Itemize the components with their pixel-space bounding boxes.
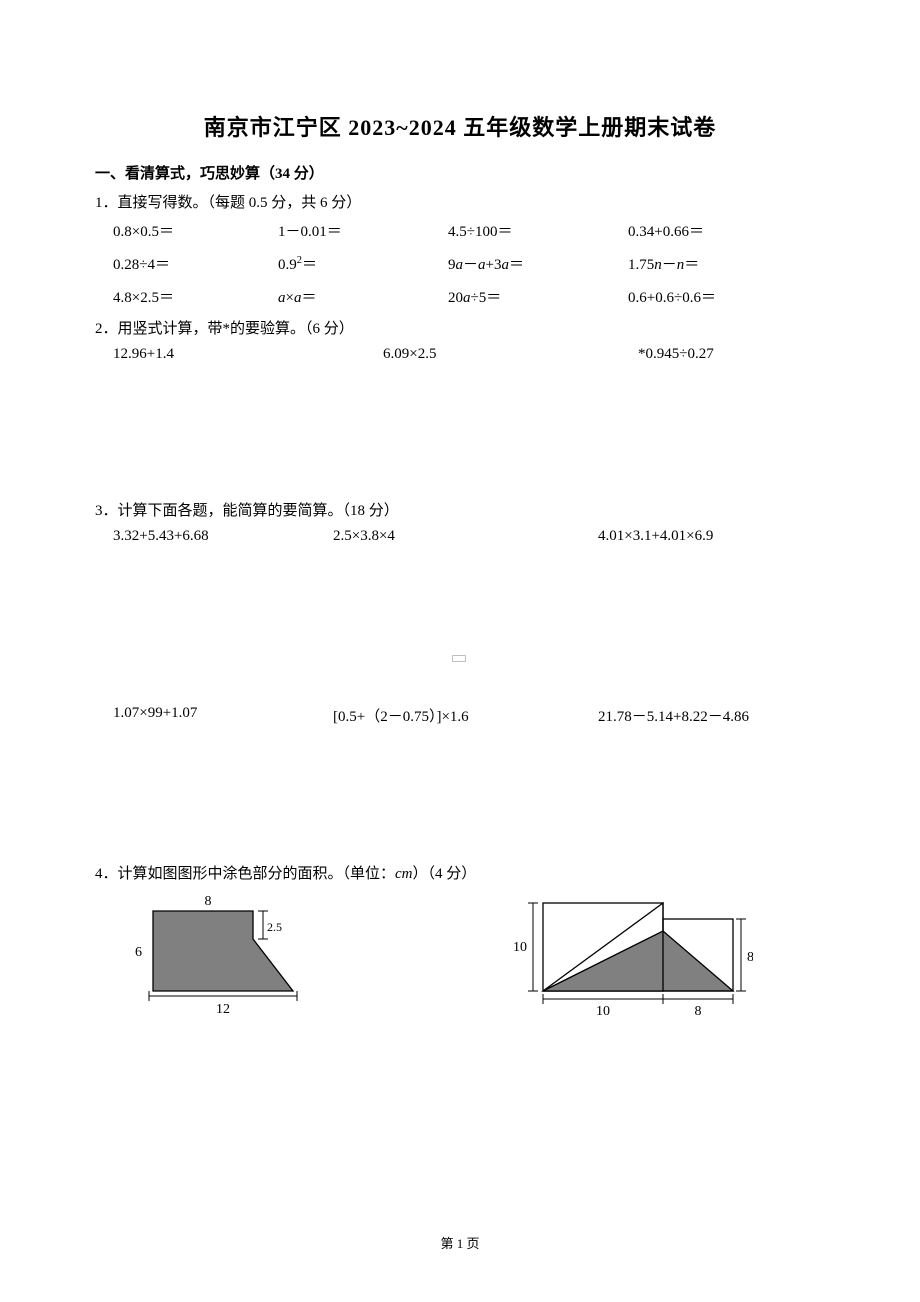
figure-1: 8 2.5 6 12 xyxy=(113,891,313,1021)
q3-header: 3．计算下面各题，能简算的要简算。（18 分） xyxy=(95,499,825,520)
page-title: 南京市江宁区 2023~2024 五年级数学上册期末试卷 xyxy=(95,110,825,142)
q1-cell: 0.92＝ xyxy=(278,253,448,274)
q3-row1: 3.32+5.43+6.68 2.5×3.8×4 4.01×3.1+4.01×6… xyxy=(95,528,825,545)
q2-cell: 6.09×2.5 xyxy=(383,346,638,363)
watermark-box xyxy=(452,655,466,662)
fig2-bottom-left: 10 xyxy=(596,1004,610,1019)
q1-cell: 0.34+0.66＝ xyxy=(628,220,825,241)
q3-cell: 3.32+5.43+6.68 xyxy=(113,528,333,545)
fig2-left-label: 10 xyxy=(513,940,527,955)
q1-cell: 0.28÷4＝ xyxy=(113,253,278,274)
q1-cell: a×a＝ xyxy=(278,286,448,307)
q1-header: 1．直接写得数。（每题 0.5 分，共 6 分） xyxy=(95,191,825,212)
q3-cell: 2.5×3.8×4 xyxy=(333,528,598,545)
q1-cell: 0.6+0.6÷0.6＝ xyxy=(628,286,825,307)
q3-cell: [0.5+（2－0.75）]×1.6 xyxy=(333,705,598,726)
q1-cell: 4.5÷100＝ xyxy=(448,220,628,241)
figure-2: 10 8 10 8 xyxy=(503,891,753,1021)
q1-cell: 4.8×2.5＝ xyxy=(113,286,278,307)
q2-cell: *0.945÷0.27 xyxy=(638,346,825,363)
fig2-bottom-right: 8 xyxy=(695,1004,702,1019)
q1-grid: 0.8×0.5＝ 1－0.01＝ 4.5÷100＝ 0.34+0.66＝ 0.2… xyxy=(95,220,825,307)
q2-header: 2．用竖式计算，带*的要验算。（6 分） xyxy=(95,317,825,338)
section-1-header: 一、看清算式，巧思妙算（34 分） xyxy=(95,162,825,183)
fig1-bottom-label: 12 xyxy=(216,1002,230,1017)
q1-cell: 0.8×0.5＝ xyxy=(113,220,278,241)
q4-header: 4．计算如图图形中涂色部分的面积。（单位：cm）（4 分） xyxy=(95,862,825,883)
q3-row2: 1.07×99+1.07 [0.5+（2－0.75）]×1.6 21.78－5.… xyxy=(95,705,825,726)
q1-cell: 9a－a+3a＝ xyxy=(448,253,628,274)
figures-row: 8 2.5 6 12 10 8 10 8 xyxy=(95,891,825,1021)
q3-cell: 1.07×99+1.07 xyxy=(113,705,333,726)
fig2-right-label: 8 xyxy=(747,950,753,965)
q2-grid: 12.96+1.4 6.09×2.5 *0.945÷0.27 xyxy=(95,346,825,363)
q2-cell: 12.96+1.4 xyxy=(113,346,383,363)
q1-cell: 20a÷5＝ xyxy=(448,286,628,307)
fig1-left-label: 6 xyxy=(135,945,142,960)
q3-cell: 4.01×3.1+4.01×6.9 xyxy=(598,528,825,545)
page-footer: 第 1 页 xyxy=(0,1233,920,1252)
q1-cell: 1－0.01＝ xyxy=(278,220,448,241)
fig1-right-label: 2.5 xyxy=(267,920,282,934)
q3-cell: 21.78－5.14+8.22－4.86 xyxy=(598,705,825,726)
fig1-top-label: 8 xyxy=(205,894,212,909)
q1-cell: 1.75n－n＝ xyxy=(628,253,825,274)
